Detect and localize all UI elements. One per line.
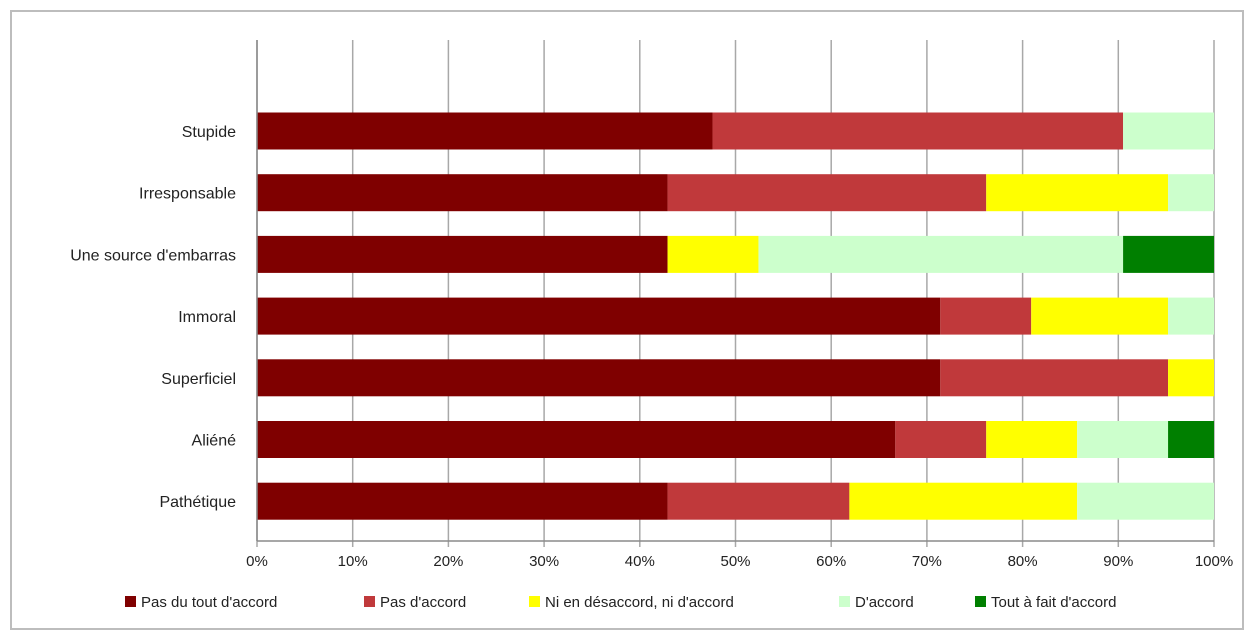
x-tick-label: 90%	[1103, 553, 1133, 570]
bar-segment	[849, 482, 1078, 520]
x-axis: 0% 10% 20% 30% 40% 50% 60% 70% 80% 90% 100%	[246, 40, 1233, 570]
y-axis-labels: Stupide Irresponsable Une source d'embarra…	[70, 124, 236, 511]
bar-segment	[1168, 421, 1214, 458]
x-tick-label: 50%	[720, 553, 750, 570]
x-tick-label: 100%	[1195, 553, 1233, 570]
bar-segment	[895, 421, 987, 458]
legend-label: Tout à fait d'accord	[991, 594, 1116, 611]
bar-segment	[940, 359, 1169, 397]
x-tick-label: 30%	[529, 553, 559, 570]
legend-swatch	[975, 596, 986, 607]
bar-segment	[257, 112, 713, 150]
legend-swatch	[839, 596, 850, 607]
category-label: Une source d'embarras	[70, 247, 236, 264]
bar-segment	[257, 482, 668, 520]
bar-segment	[257, 359, 941, 397]
bar-segment	[257, 174, 668, 212]
bars	[257, 112, 1214, 520]
bar-segment	[667, 482, 850, 520]
category-label: Superficiel	[161, 371, 236, 388]
legend-label: D'accord	[855, 594, 914, 611]
bar-segment	[257, 235, 668, 273]
category-label: Aliéné	[192, 433, 237, 450]
x-tick-label: 80%	[1008, 553, 1038, 570]
bar-segment	[986, 174, 1169, 212]
bar-segment	[1168, 297, 1214, 335]
x-tick-label: 70%	[912, 553, 942, 570]
category-label: Irresponsable	[139, 186, 236, 203]
category-label: Stupide	[182, 124, 236, 141]
bar-segment	[712, 112, 1124, 150]
bar-segment	[1031, 297, 1169, 335]
category-label: Immoral	[178, 309, 236, 326]
bar-segment	[257, 297, 941, 335]
bar-segment	[1168, 174, 1214, 212]
legend: Pas du tout d'accord Pas d'accord Ni en dé…	[125, 594, 1116, 611]
bar-segment	[257, 421, 896, 458]
bar-segment	[1077, 421, 1169, 458]
x-tick-label: 60%	[816, 553, 846, 570]
bar-segment	[940, 297, 1032, 335]
bar-segment	[1077, 482, 1214, 520]
legend-label: Ni en désaccord, ni d'accord	[545, 594, 734, 611]
bar-segment	[758, 235, 1124, 273]
legend-label: Pas d'accord	[380, 594, 466, 611]
x-tick-label: 0%	[246, 553, 268, 570]
bar-segment	[986, 421, 1078, 458]
x-tick-label: 40%	[625, 553, 655, 570]
legend-swatch	[125, 596, 136, 607]
category-label: Pathétique	[159, 494, 236, 511]
bar-segment	[1123, 235, 1214, 273]
bar-segment	[667, 174, 987, 212]
bar-segment	[667, 235, 759, 273]
x-tick-label: 20%	[433, 553, 463, 570]
x-tick-label: 10%	[338, 553, 368, 570]
legend-swatch	[364, 596, 375, 607]
bar-segment	[1123, 112, 1214, 150]
legend-swatch	[529, 596, 540, 607]
legend-label: Pas du tout d'accord	[141, 594, 277, 611]
bar-segment	[1168, 359, 1214, 397]
